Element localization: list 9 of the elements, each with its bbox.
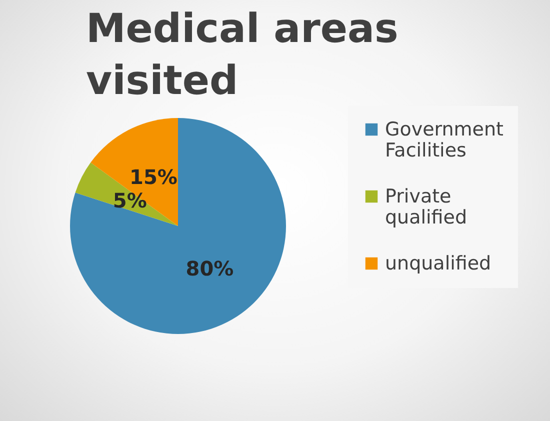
pie-slice — [90, 118, 178, 226]
pie-slice — [70, 118, 286, 334]
data-label: 5% — [112, 188, 147, 212]
data-label: 80% — [186, 256, 234, 281]
data-label: 15% — [130, 164, 178, 189]
chart-title: Medical areas visited — [86, 6, 398, 104]
legend-label: Private qualified — [385, 186, 468, 228]
legend-label: unqualified — [385, 252, 492, 274]
legend-label: Government Facilities — [385, 118, 504, 162]
